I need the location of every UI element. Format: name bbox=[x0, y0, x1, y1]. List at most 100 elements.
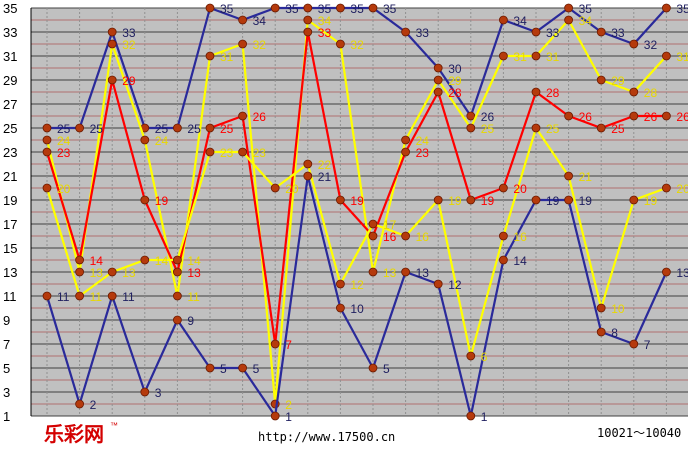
data-point bbox=[172, 267, 182, 277]
data-label: 25 bbox=[155, 122, 169, 136]
data-point bbox=[75, 291, 84, 301]
data-label: 2 bbox=[90, 398, 97, 412]
data-point bbox=[205, 147, 215, 157]
data-point bbox=[107, 75, 117, 85]
brand-logo: 乐彩网 bbox=[44, 422, 104, 446]
series-line bbox=[45, 30, 667, 346]
data-point bbox=[466, 111, 476, 121]
data-label: 5 bbox=[220, 362, 227, 376]
data-label: 24 bbox=[416, 134, 430, 148]
y-tick-label: 29 bbox=[3, 73, 17, 88]
data-label: 10 bbox=[611, 302, 625, 316]
data-label: 23 bbox=[57, 146, 71, 160]
y-tick-label: 19 bbox=[3, 193, 17, 208]
data-point bbox=[498, 231, 508, 241]
data-label: 17 bbox=[383, 218, 397, 232]
data-label: 6 bbox=[481, 350, 488, 364]
data-point bbox=[531, 123, 541, 133]
data-point bbox=[140, 387, 150, 397]
data-point bbox=[42, 183, 52, 193]
data-label: 16 bbox=[416, 230, 430, 244]
data-label: 7 bbox=[644, 338, 651, 352]
data-point bbox=[466, 123, 476, 133]
data-point bbox=[564, 171, 573, 181]
data-point bbox=[107, 291, 117, 301]
data-label: 24 bbox=[155, 134, 169, 148]
data-label: 13 bbox=[676, 266, 688, 280]
data-label: 33 bbox=[122, 26, 136, 40]
data-point bbox=[140, 195, 150, 205]
data-point bbox=[270, 3, 280, 13]
data-point bbox=[238, 39, 248, 49]
data-label: 26 bbox=[644, 110, 658, 124]
data-label: 34 bbox=[579, 14, 593, 28]
footer-url[interactable]: http://www.17500.cn bbox=[258, 430, 395, 444]
data-label: 14 bbox=[187, 254, 201, 268]
data-point bbox=[238, 363, 248, 373]
data-point bbox=[303, 171, 313, 181]
data-label: 33 bbox=[546, 26, 560, 40]
data-label: 35 bbox=[579, 2, 593, 16]
data-point bbox=[42, 135, 52, 145]
data-point bbox=[498, 255, 508, 265]
data-label: 25 bbox=[57, 122, 71, 136]
data-point bbox=[140, 255, 150, 265]
data-label: 34 bbox=[513, 14, 527, 28]
data-label: 21 bbox=[318, 170, 332, 184]
data-label: 19 bbox=[350, 194, 364, 208]
data-label: 32 bbox=[122, 38, 136, 52]
data-point bbox=[564, 111, 573, 121]
data-label: 24 bbox=[57, 134, 71, 148]
data-point bbox=[531, 195, 541, 205]
data-label: 34 bbox=[253, 14, 267, 28]
data-label: 21 bbox=[579, 170, 593, 184]
data-label: 19 bbox=[448, 194, 462, 208]
data-point bbox=[531, 51, 541, 61]
y-tick-label: 5 bbox=[3, 361, 10, 376]
y-tick-label: 11 bbox=[3, 289, 17, 304]
data-label: 26 bbox=[253, 110, 267, 124]
data-point bbox=[596, 75, 606, 85]
data-label: 3 bbox=[155, 386, 162, 400]
data-point bbox=[498, 51, 508, 61]
data-label: 13 bbox=[383, 266, 397, 280]
data-label: 31 bbox=[513, 50, 527, 64]
data-point bbox=[42, 291, 52, 301]
data-point bbox=[531, 27, 541, 37]
data-label: 7 bbox=[285, 338, 292, 352]
data-point bbox=[629, 195, 639, 205]
data-point bbox=[238, 147, 248, 157]
data-point bbox=[303, 159, 313, 169]
data-label: 13 bbox=[90, 266, 104, 280]
data-point bbox=[205, 3, 215, 13]
data-point bbox=[466, 351, 476, 361]
data-label: 35 bbox=[318, 2, 332, 16]
data-point bbox=[75, 255, 84, 265]
data-label: 11 bbox=[90, 290, 103, 304]
data-label: 19 bbox=[155, 194, 169, 208]
data-point bbox=[270, 411, 280, 421]
data-label: 9 bbox=[187, 314, 194, 328]
data-point bbox=[172, 315, 182, 325]
data-label: 23 bbox=[253, 146, 267, 160]
data-point bbox=[368, 219, 378, 229]
data-point bbox=[172, 291, 182, 301]
data-point bbox=[172, 255, 182, 265]
data-point bbox=[564, 3, 573, 13]
data-point bbox=[368, 231, 378, 241]
data-label: 19 bbox=[579, 194, 593, 208]
data-point bbox=[42, 147, 52, 157]
data-point bbox=[629, 39, 639, 49]
data-label: 35 bbox=[350, 2, 364, 16]
data-label: 28 bbox=[546, 86, 560, 100]
data-label: 25 bbox=[90, 122, 104, 136]
data-point bbox=[433, 279, 443, 289]
data-label: 10 bbox=[350, 302, 364, 316]
data-label: 32 bbox=[644, 38, 658, 52]
data-point bbox=[401, 267, 411, 277]
data-label: 11 bbox=[187, 290, 200, 304]
data-label: 35 bbox=[285, 2, 299, 16]
data-label: 13 bbox=[416, 266, 430, 280]
data-label: 33 bbox=[318, 26, 332, 40]
data-point bbox=[433, 75, 443, 85]
